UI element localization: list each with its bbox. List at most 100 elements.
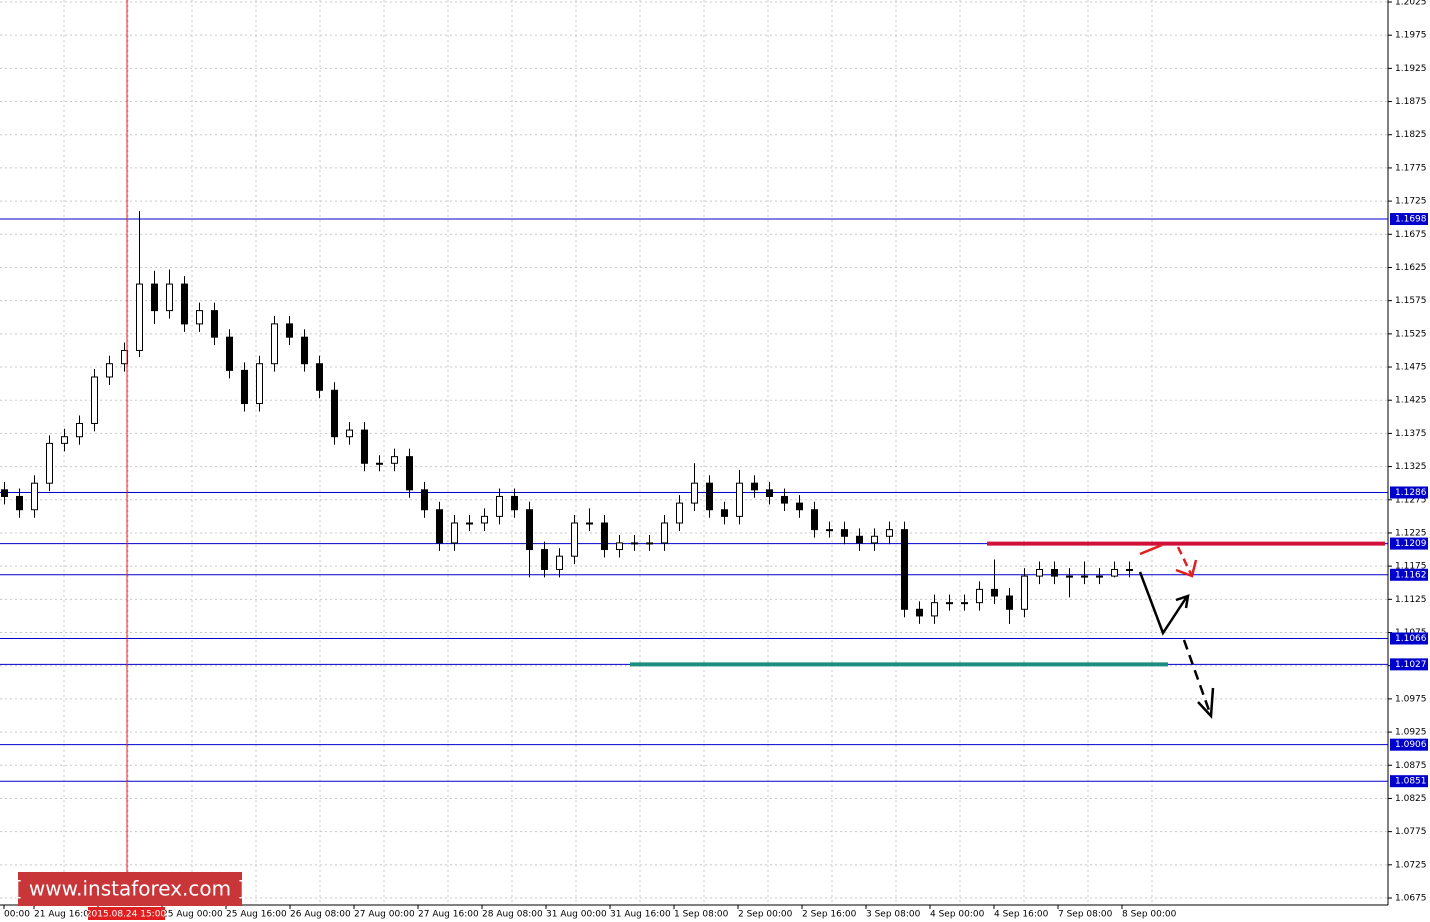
candle-body [316,363,323,391]
candle-body [586,522,593,525]
candle-body [496,495,503,517]
x-tick-label: 31 Aug 16:00 [610,910,671,920]
y-tick-label: 1.1225 [1395,528,1427,538]
candle-body [376,462,383,465]
level-label-box [1390,632,1428,645]
level-label: 1.1286 [1395,488,1427,498]
level-label-box [1390,213,1428,226]
level-label: 1.0906 [1395,740,1427,750]
candle-body [646,542,653,545]
candle-body [1066,575,1073,578]
red-arrow-dashed [1176,546,1193,575]
x-tick-label: 1 Sep 08:00 [674,910,729,920]
arrow-head [1175,559,1198,578]
x-tick-label: 2 Sep 00:00 [738,910,793,920]
forecast-arrow-dashed [1182,639,1213,717]
candle-body [631,542,638,545]
candle-body [886,529,893,537]
level-label-box [1390,738,1428,751]
level-label-box [1390,537,1428,550]
x-tick-label: 26 Aug 08:00 [290,910,351,920]
y-tick-label: 1.0725 [1395,860,1427,870]
candle-body [736,482,743,517]
candle-body [811,509,818,531]
candle-body [751,482,758,491]
candle-body [766,489,773,497]
level-label: 1.0851 [1395,777,1427,787]
candle-body [871,535,878,544]
y-tick-label: 1.0875 [1395,761,1427,771]
candle-body [691,482,698,504]
candle-body [76,422,83,438]
candle-body [796,502,803,511]
arrow-head [1197,687,1215,719]
level-label: 1.1162 [1395,570,1427,580]
level-label-box [1390,568,1428,581]
candle-body [961,602,968,605]
y-tick-label: 1.0925 [1395,728,1427,738]
candle-body [436,509,443,544]
candle-body [286,323,293,338]
candle-body [346,429,353,438]
y-tick-label: 1.1825 [1395,130,1427,140]
x-tick-label: 31 Aug 00:00 [546,910,607,920]
candle-body [1036,568,1043,577]
y-tick-label: 1.1875 [1395,97,1427,107]
y-tick-label: 1.1625 [1395,263,1427,273]
axis-layer: 1.2025 1.1975 1.1925 1.1875 1.1825 1.1775 1.17… [3,0,1428,920]
y-tick-label: 1.1925 [1395,64,1427,74]
candle-body [991,588,998,597]
y-tick-label: 1.1425 [1395,396,1427,406]
candle-body [556,555,563,570]
y-tick-label: 1.1125 [1395,595,1427,605]
x-tick-label: 25 Aug 00:00 [162,910,223,920]
x-tick-label: 27 Aug 00:00 [354,910,415,920]
candle-body [451,522,458,544]
watermark: [ www.instaforex.com ] [15,877,246,901]
candle-body [91,376,98,424]
y-tick-label: 1.1175 [1395,562,1427,572]
candle-body [136,283,143,351]
candle-body [721,509,728,517]
red-arrow [1139,543,1163,556]
y-tick-label: 1.1725 [1395,197,1427,207]
candle-body [151,283,158,312]
candle-body [781,495,788,504]
candle-body [256,363,263,405]
candle-body [976,588,983,604]
forecast-arrow [1138,571,1188,636]
x-tick-label: 00:00 [4,910,30,920]
candle-body [406,456,413,491]
candle-body [826,529,833,532]
candle-body [181,283,188,325]
y-tick-label: 1.1975 [1395,31,1427,41]
y-tick-label: 1.2025 [1395,0,1427,8]
candle-body [601,522,608,551]
candle-body [946,602,953,605]
crosshair-label-box [88,907,165,920]
y-tick-label: 1.1675 [1395,230,1427,240]
y-tick-label: 1.1575 [1395,296,1427,306]
candle-body [31,482,38,511]
candle-body [571,522,578,557]
y-tick-label: 1.0775 [1395,827,1427,837]
candle-body [856,535,863,544]
candle-body [61,436,68,444]
candle-body [706,482,713,511]
level-label-box [1390,658,1428,671]
candle-body [901,529,908,610]
candle-body [16,495,23,511]
x-tick-label: 3 Sep 08:00 [866,910,921,920]
candle-body [511,495,518,511]
candle-body [676,502,683,524]
y-tick-label: 1.1775 [1395,163,1427,173]
x-tick-label: 27 Aug 16:00 [418,910,479,920]
candle-body [271,323,278,365]
candle-body [616,542,623,551]
candle-body [1081,575,1088,578]
candle-body [1096,575,1103,578]
candle-body [106,363,113,378]
candle-body [1006,595,1013,610]
